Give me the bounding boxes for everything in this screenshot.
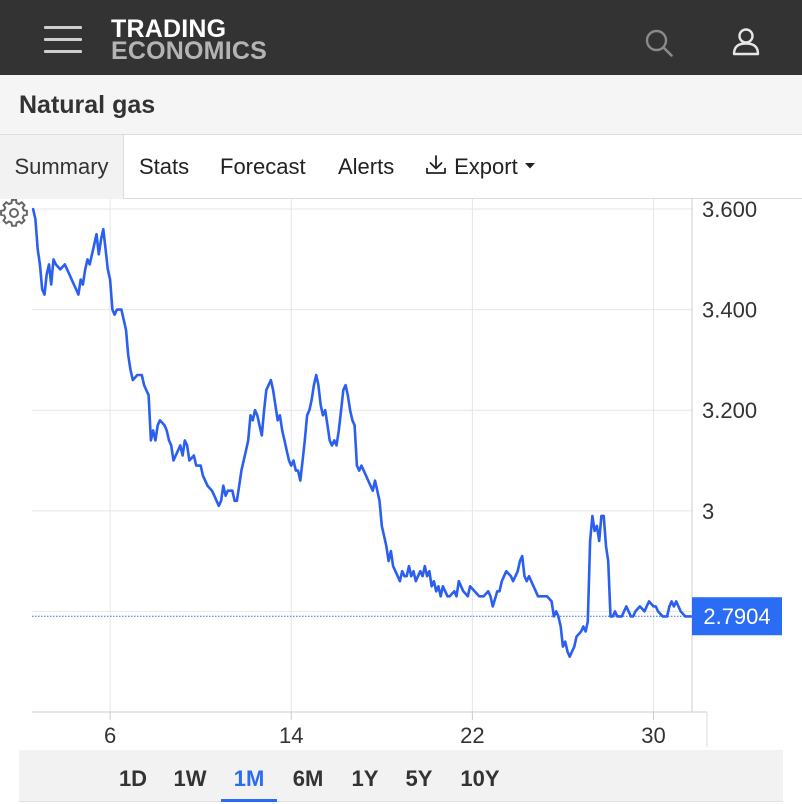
y-tick-label: 3.400 [702,298,757,323]
gear-icon[interactable] [0,199,28,227]
range-5y-button[interactable]: 5Y [405,766,433,791]
time-range-selector: 1D 1W 1M 6M 1Y 5Y 10Y [19,750,783,802]
page-title-bar: Natural gas [0,75,802,135]
tab-alerts[interactable]: Alerts [338,135,394,199]
price-series-line [31,207,693,658]
search-icon[interactable] [644,28,674,58]
price-chart-svg: 3.600 3.400 3.200 3 6 14 22 30 2.7904 [31,199,782,748]
tab-summary[interactable]: Summary [0,135,124,199]
tab-alerts-label: Alerts [338,154,395,179]
tab-forecast[interactable]: Forecast [220,135,306,199]
y-tick-label: 3.600 [702,199,757,222]
download-icon [426,155,446,174]
y-tick-label: 3 [702,499,714,524]
logo-line-1: TRADING [111,15,227,43]
caret-down-icon [524,163,535,169]
current-value-badge [692,597,782,636]
range-1y-button[interactable]: 1Y [351,766,379,791]
range-1d-button[interactable]: 1D [118,766,148,791]
current-value-label: 2.7904 [703,604,770,629]
price-chart[interactable]: 3.600 3.400 3.200 3 6 14 22 30 2.7904 [0,199,802,750]
tab-export-label: Export [454,154,518,179]
range-10y-button[interactable]: 10Y [460,766,500,791]
range-1w-button[interactable]: 1W [173,766,207,791]
logo-line-2: ECONOMICS [111,37,267,65]
trading-economics-logo[interactable]: TRADING ECONOMICS [111,15,267,65]
user-icon[interactable] [731,27,761,57]
x-tick-label: 14 [279,723,303,748]
x-tick-label: 30 [641,723,665,748]
tab-summary-label: Summary [14,154,109,179]
top-navigation-bar: TRADING ECONOMICS [0,0,802,75]
x-tick-label: 6 [104,723,116,748]
page-title: Natural gas [19,91,156,119]
hamburger-menu-icon[interactable] [44,24,82,54]
section-tabs: Summary Stats Forecast Alerts Export [0,135,802,199]
tab-export[interactable]: Export [424,135,536,199]
y-tick-label: 3.200 [702,398,757,423]
x-tick-label: 22 [460,723,484,748]
tab-stats-label: Stats [139,154,190,179]
range-6m-button[interactable]: 6M [292,766,324,791]
range-1m-button[interactable]: 1M [221,750,277,802]
tab-forecast-label: Forecast [220,154,306,179]
tab-stats[interactable]: Stats [139,135,189,199]
